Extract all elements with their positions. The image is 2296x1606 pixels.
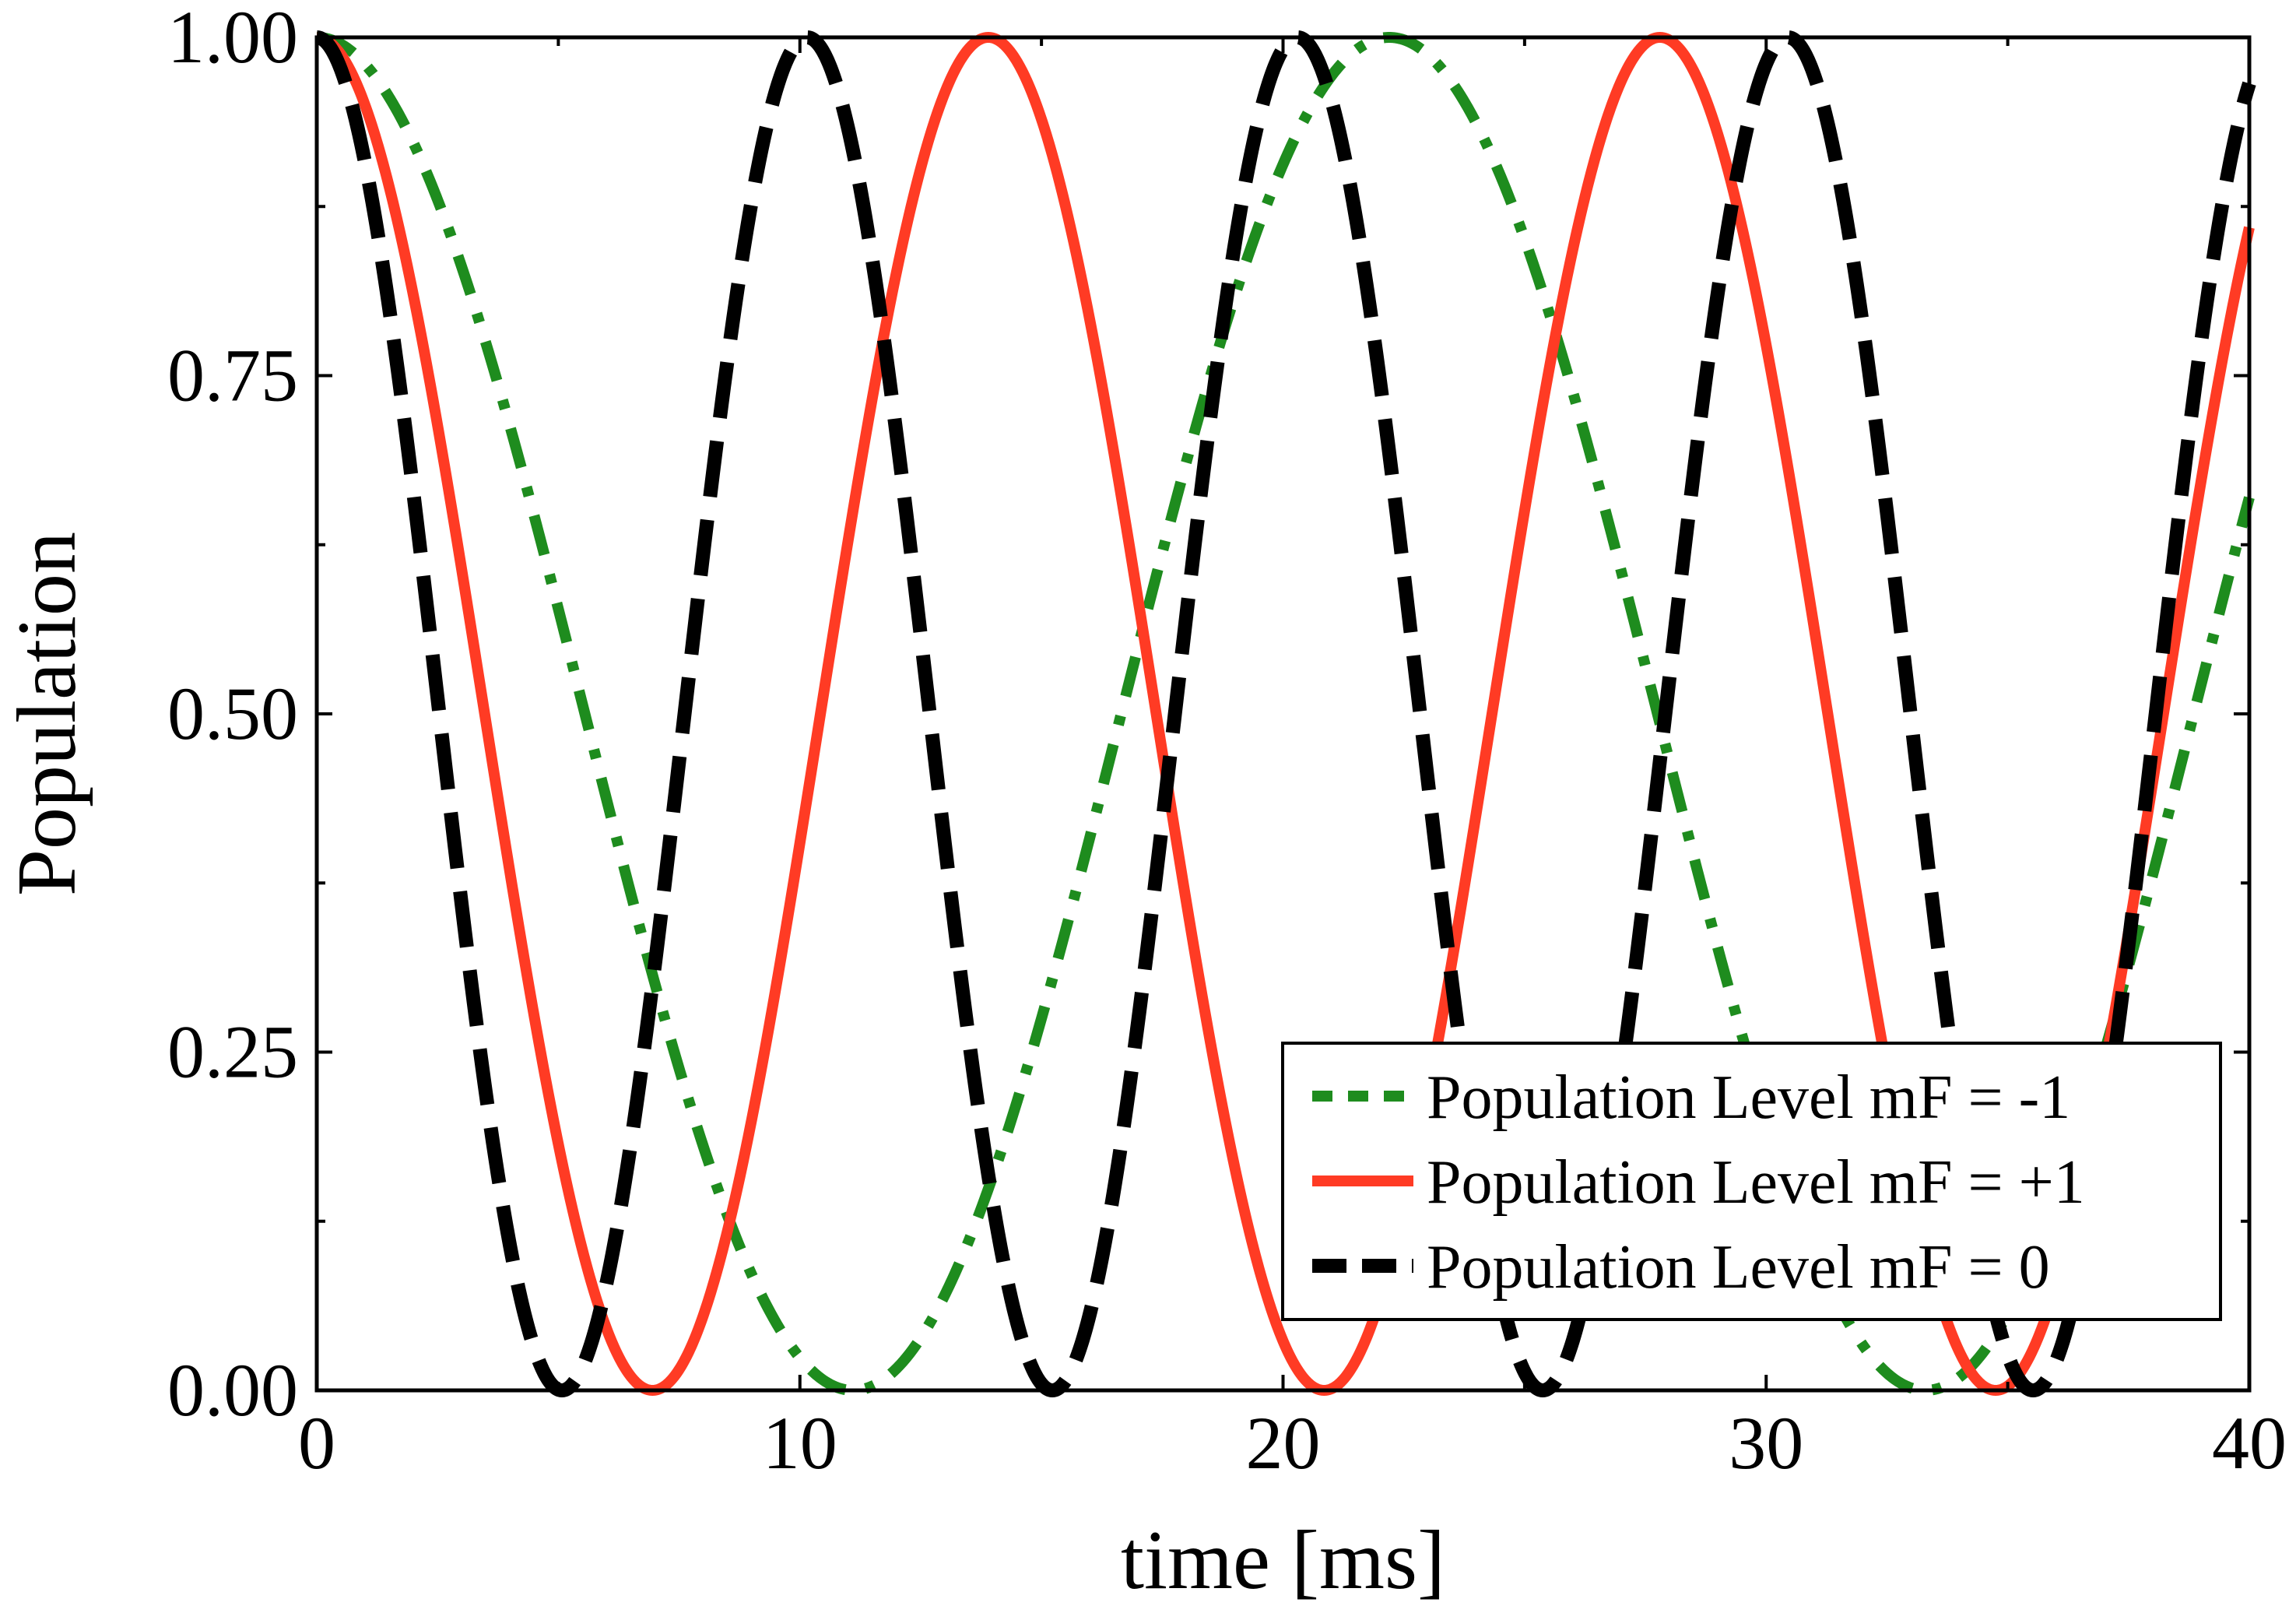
x-tick-label: 10 [763,1401,837,1485]
legend-label-2: Population Level mF = 0 [1427,1233,2050,1302]
y-tick-label: 0.00 [167,1348,298,1432]
x-tick-label: 0 [298,1401,335,1485]
y-axis-title: Population [1,532,93,896]
legend: Population Level mF = -1 Population Level… [1281,1042,2222,1321]
y-tick-label: 1.00 [167,0,298,79]
x-tick-label: 20 [1246,1401,1321,1485]
x-tick-label: 40 [2212,1401,2287,1485]
series-line-0 [312,32,2255,1396]
ticks-layer [315,36,2251,1392]
x-tick-label: 30 [1729,1401,1803,1485]
y-tick-label: 0.75 [167,334,298,417]
x-axis-title: time [ms] [1121,1514,1445,1606]
legend-label-0: Population Level mF = -1 [1427,1063,2070,1132]
legend-label-1: Population Level mF = +1 [1427,1148,2085,1217]
y-tick-label: 0.50 [167,672,298,755]
series-line-2 [311,30,2256,1397]
legend-box [1281,1042,2222,1321]
y-tick-label: 0.25 [167,1010,298,1094]
tick-labels: 0 10 20 30 40 0.00 0.25 0.50 0.75 1.00 [167,0,2287,1485]
